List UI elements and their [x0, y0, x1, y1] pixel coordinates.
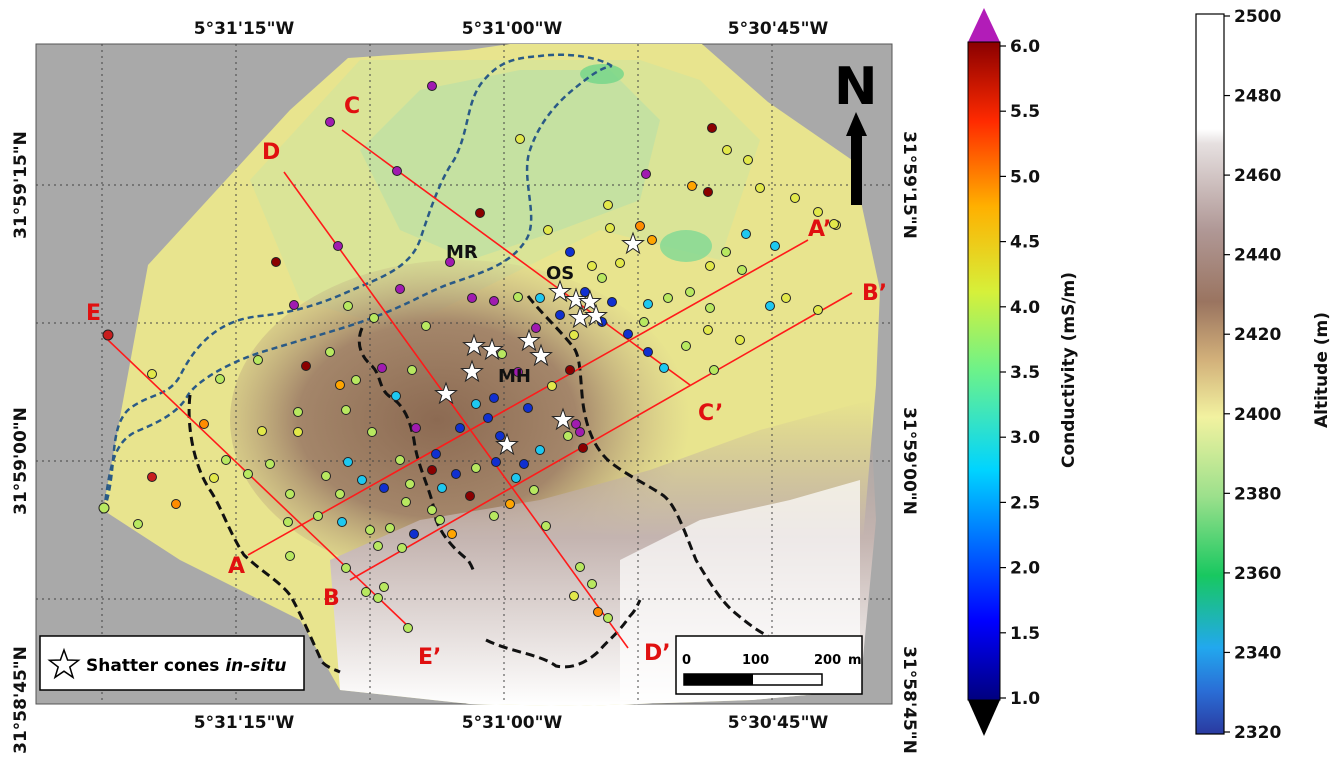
coord-right-1: 31°59'15"N — [899, 131, 919, 239]
map-frame: A A’ B B’ C C’ D D’ E E’ MR OS MH N Shat… — [35, 43, 893, 706]
site-label-mr: MR — [446, 242, 478, 263]
coordinate-labels-right: 31°59'15"N 31°59'00"N 31°58'45"N — [899, 131, 919, 754]
shatter-cone-stars — [434, 231, 645, 456]
scale-bar: 0 100 200 m — [675, 635, 863, 695]
coord-left-3: 31°58'45"N — [11, 646, 31, 754]
section-label-a: A — [228, 554, 245, 579]
section-label-c: C — [344, 94, 360, 119]
coordinate-labels-left: 31°59'15"N 31°59'00"N 31°58'45"N — [11, 131, 31, 754]
coord-bottom-1: 5°31'15"W — [194, 713, 295, 733]
altitude-title: Altitude (m) — [1312, 312, 1332, 428]
scale-tick-0: 0 — [682, 653, 691, 668]
altitude-tick-label: 2500 — [1234, 7, 1281, 27]
coord-bottom-3: 5°30'45"W — [728, 713, 829, 733]
conductivity-tick-label: 2.5 — [1010, 493, 1040, 513]
coord-bottom-2: 5°31'00"W — [462, 713, 563, 733]
coord-top-3: 5°30'45"W — [728, 19, 829, 39]
altitude-tick-label: 2440 — [1234, 246, 1281, 266]
conductivity-tick-label: 5.0 — [1010, 167, 1040, 187]
section-label-e-prime: E’ — [418, 645, 441, 670]
altitude-tick-label: 2320 — [1234, 723, 1281, 743]
legend-label: Shatter cones in-situ — [86, 656, 287, 676]
conductivity-tick-label: 2.0 — [1010, 559, 1040, 579]
altitude-tick-label: 2420 — [1234, 325, 1281, 345]
conductivity-tick-label: 4.0 — [1010, 298, 1040, 318]
altitude-ticks: 2500 2480 2460 2440 2420 2400 2380 2360 2340 2320 — [1224, 7, 1281, 743]
coord-top-2: 5°31'00"W — [462, 19, 563, 39]
crater-rims — [187, 295, 769, 674]
conductivity-tick-label: 6.0 — [1010, 37, 1040, 57]
coord-left-1: 31°59'15"N — [11, 131, 31, 239]
drainage-lines — [102, 53, 613, 511]
site-label-os: OS — [546, 263, 574, 284]
conductivity-underflow-triangle — [968, 700, 1000, 736]
coordinate-labels-bottom: 5°31'15"W 5°31'00"W 5°30'45"W — [194, 713, 829, 733]
north-arrow: N — [834, 57, 878, 205]
section-label-b: B — [323, 586, 340, 611]
section-label-d-prime: D’ — [644, 641, 671, 666]
section-label-a-prime: A’ — [808, 217, 831, 242]
conductivity-tick-label: 3.5 — [1010, 363, 1040, 383]
coord-right-3: 31°58'45"N — [899, 646, 919, 754]
graticule-grid — [36, 44, 892, 704]
site-label-mh: MH — [498, 366, 531, 387]
conductivity-title: Conductivity (mS/m) — [1059, 272, 1079, 468]
altitude-tick-label: 2460 — [1234, 166, 1281, 186]
section-label-c-prime: C’ — [698, 401, 723, 426]
altitude-tick-label: 2360 — [1234, 564, 1281, 584]
section-label-e: E — [86, 301, 101, 326]
shatter-cone-legend-icon — [47, 647, 81, 680]
conductivity-overflow-triangle — [968, 8, 1000, 42]
conductivity-tick-label: 1.0 — [1010, 689, 1040, 709]
conductivity-tick-label: 4.5 — [1010, 233, 1040, 253]
scale-tick-100: 100 — [742, 653, 769, 668]
measurement-points — [98, 81, 841, 633]
altitude-colorbar: 2500 2480 2460 2440 2420 2400 2380 2360 2340 2320… — [1195, 7, 1332, 743]
coord-top-1: 5°31'15"W — [194, 19, 295, 39]
conductivity-tick-label: 5.5 — [1010, 102, 1040, 122]
conductivity-tick-label: 1.5 — [1010, 624, 1040, 644]
north-label: N — [834, 57, 878, 117]
coord-right-2: 31°59'00"N — [899, 407, 919, 515]
section-label-d: D — [262, 140, 280, 165]
conductivity-ticks: 6.0 5.5 5.0 4.5 4.0 3.5 3.0 2.5 2.0 1.5 1.0 — [1000, 37, 1040, 709]
conductivity-colorbar: 6.0 5.5 5.0 4.5 4.0 3.5 3.0 2.5 2.0 1.5 1.0 Conduc… — [967, 8, 1079, 736]
altitude-tick-label: 2400 — [1234, 405, 1281, 425]
legend-box: Shatter cones in-situ — [39, 635, 305, 691]
scale-unit: m — [848, 653, 862, 668]
altitude-tick-label: 2480 — [1234, 87, 1281, 107]
conductivity-tick-label: 3.0 — [1010, 428, 1040, 448]
coordinate-labels-top: 5°31'15"W 5°31'00"W 5°30'45"W — [194, 19, 829, 39]
altitude-tick-label: 2340 — [1234, 643, 1281, 663]
section-label-b-prime: B’ — [862, 281, 887, 306]
altitude-tick-label: 2380 — [1234, 484, 1281, 504]
scale-tick-200: 200 — [814, 653, 841, 668]
coord-left-2: 31°59'00"N — [11, 407, 31, 515]
